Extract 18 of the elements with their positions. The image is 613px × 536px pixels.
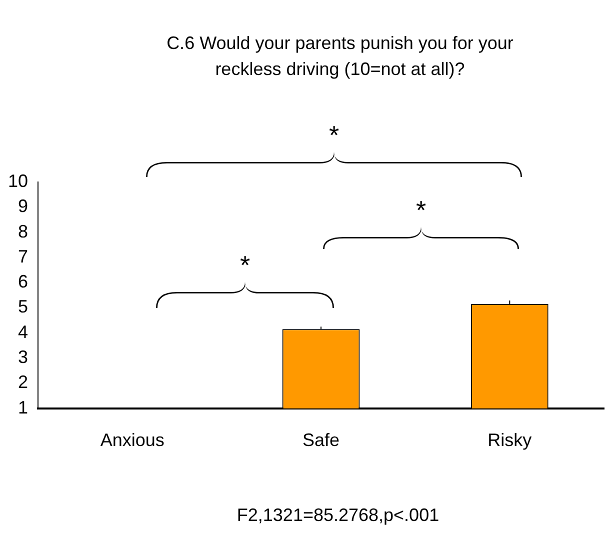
annotation: *	[240, 250, 250, 281]
y-tick-label: 2	[18, 372, 28, 392]
y-tick-label: 6	[18, 272, 28, 292]
y-tick-label: 3	[18, 347, 28, 368]
x-tick-label: Risky	[488, 430, 532, 450]
annotation: *	[416, 195, 426, 226]
y-tick-label: 10	[8, 170, 28, 191]
y-tick-label: 8	[18, 221, 28, 242]
x-tick-label: Safe	[302, 430, 340, 450]
chart-title: C.6 Would your parents punish you for your reckless driving (10=not at all)?	[166, 32, 514, 81]
x-tick-label: Anxious	[100, 430, 164, 450]
y-tick-label: 7	[18, 246, 28, 266]
y-tick-label: 1	[18, 397, 28, 418]
y-tick-label: 5	[18, 296, 28, 317]
text: *	[328, 120, 340, 151]
text: F2,1321=85.2768,p<.001	[236, 505, 440, 526]
y-tick-label: 9	[18, 196, 28, 216]
y-tick-label: 4	[18, 322, 28, 342]
